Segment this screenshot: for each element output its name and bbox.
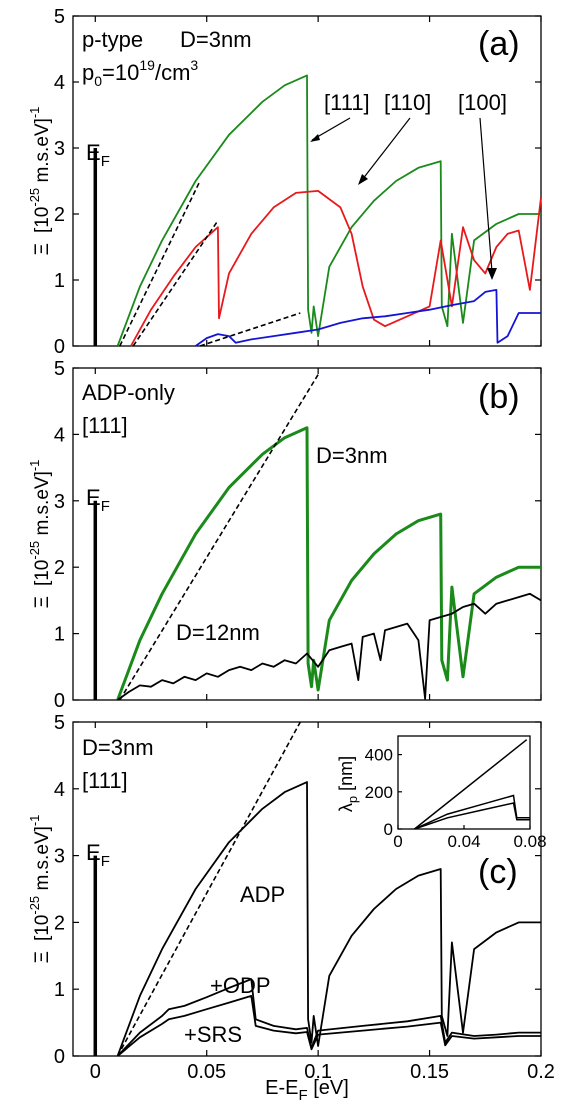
panel-b-label: (b): [478, 378, 520, 416]
series-line: [116, 74, 541, 347]
ytick-label: 2: [54, 912, 65, 934]
panel-b-ticks: 0 1 2 3 4 5: [54, 358, 542, 712]
dashed-reference-line: [119, 374, 319, 701]
series-line: [116, 781, 541, 1057]
panel-b-series: [93, 374, 542, 701]
ytick-label: 1: [54, 270, 65, 292]
inset-series: [414, 739, 530, 830]
panel-b-ylabel: Ξ[10-25 m.s.eV]-1: [27, 460, 53, 609]
ytick-label: 4: [54, 424, 65, 446]
inset-ytick-label: 400: [365, 746, 393, 765]
ytick-label: 5: [54, 712, 65, 734]
panel-a-series: [93, 74, 542, 347]
panel-c-ticks: 0 1 2 3 4 5 0 0.05 0.1 0.15 0.2: [54, 712, 555, 1083]
inset-ticks: 0 0.04 0.08 0 200 400: [365, 746, 547, 851]
ytick-label: 3: [54, 138, 65, 160]
panel-a-fermi-label: EF: [86, 140, 110, 170]
xtick-label: 0.05: [187, 1061, 226, 1083]
panel-b-d12: D=12nm: [176, 620, 260, 645]
series-line: [116, 978, 541, 1057]
panel-b-d3: D=3nm: [316, 443, 388, 468]
panel-a-ptype: p-type: [82, 27, 143, 52]
panel-c-series: [93, 721, 541, 1057]
panel-c-fermi-label: EF: [86, 840, 110, 870]
inset-xtick-label: 0.04: [447, 832, 480, 851]
inset-series-line: [414, 802, 530, 830]
panel-a-dir-110: [110]: [384, 90, 431, 115]
series-line: [117, 592, 542, 701]
ytick-label: 5: [54, 6, 65, 28]
inset-ytick-label: 200: [365, 783, 393, 802]
ytick-label: 3: [54, 846, 65, 868]
panel-c-ylabel: Ξ[10-25 m.s.eV]-1: [27, 815, 53, 964]
panel-c-xlabel: E-EF [eV]: [265, 1077, 349, 1104]
panel-c-label: (c): [478, 853, 518, 891]
inset-xtick-label: 0.08: [513, 832, 546, 851]
panel-a-dir-111: [111]: [324, 90, 370, 115]
panel-a-p0: p0=1019/cm3: [82, 57, 198, 89]
ytick-label: 5: [54, 358, 65, 380]
panel-a-arrowhead-100: [487, 268, 497, 280]
series-line: [116, 426, 541, 701]
ytick-label: 0: [54, 1046, 65, 1068]
panel-c-frame: [72, 721, 542, 1057]
panel-b-adp-only: ADP-only: [82, 380, 175, 405]
ytick-label: 4: [54, 72, 65, 94]
series-line: [195, 288, 541, 347]
dashed-reference-line: [132, 220, 219, 347]
dashed-reference-line: [119, 180, 201, 347]
ytick-label: 2: [54, 557, 65, 579]
panel-a-arrowhead-110: [358, 174, 368, 185]
panel-a: 0 1 2 3 4 5 p-type D=3nm p0=1019/cm3 (a) EF […: [27, 6, 542, 358]
panel-a-frame: [72, 15, 542, 347]
ytick-label: 2: [54, 204, 65, 226]
panel-a-arrow-110: [361, 117, 411, 181]
panel-a-ylabel: Ξ[10-25 m.s.eV]-1: [27, 107, 53, 256]
ytick-label: 1: [54, 979, 65, 1001]
panel-b: 0 1 2 3 4 5 ADP-only [111] D=3nm D=12nm (b) E…: [27, 358, 542, 712]
inset-ylabel: λp [nm]: [336, 756, 360, 812]
panel-c-direction: [111]: [82, 768, 128, 793]
xtick-label: 0: [90, 1061, 101, 1083]
panel-c-inset: 0 0.04 0.08 0 200 400 λp [nm]: [336, 735, 547, 851]
panel-c: 0 1 2 3 4 5 0 0.05 0.1 0.15 0.2 D=3nm [111] ADP +O…: [27, 712, 555, 1104]
ytick-label: 0: [54, 690, 65, 712]
xtick-label: 0.15: [410, 1061, 449, 1083]
panel-c-odp: +ODP: [210, 973, 271, 998]
inset-frame: [397, 735, 531, 830]
dashed-reference-line: [199, 312, 301, 347]
xtick-label: 0.1: [304, 1061, 332, 1083]
series-line: [130, 189, 542, 347]
panel-c-adp: ADP: [240, 882, 285, 907]
inset-ytick-label: 0: [384, 820, 393, 839]
inset-series-line: [414, 794, 530, 830]
panel-a-dir-100: [100]: [458, 90, 507, 115]
panel-c-srs: +SRS: [184, 1022, 242, 1047]
panel-a-ticks: 0 1 2 3 4 5: [54, 6, 542, 358]
panel-a-diameter: D=3nm: [180, 27, 252, 52]
panel-b-direction: [111]: [82, 413, 128, 438]
panel-a-label: (a): [478, 25, 520, 63]
panel-b-frame: [72, 367, 542, 701]
inset-series-line: [414, 739, 528, 830]
ytick-label: 0: [54, 336, 65, 358]
inset-xtick-label: 0: [393, 832, 402, 851]
ytick-label: 4: [54, 779, 65, 801]
ytick-label: 3: [54, 491, 65, 513]
series-line: [117, 995, 541, 1057]
panel-a-arrowhead-111: [310, 134, 320, 142]
panel-b-fermi-label: EF: [86, 485, 110, 515]
ytick-label: 1: [54, 624, 65, 646]
panel-c-diameter: D=3nm: [82, 735, 154, 760]
panel-a-arrow-100: [479, 117, 493, 273]
xtick-label: 0.2: [527, 1061, 555, 1083]
